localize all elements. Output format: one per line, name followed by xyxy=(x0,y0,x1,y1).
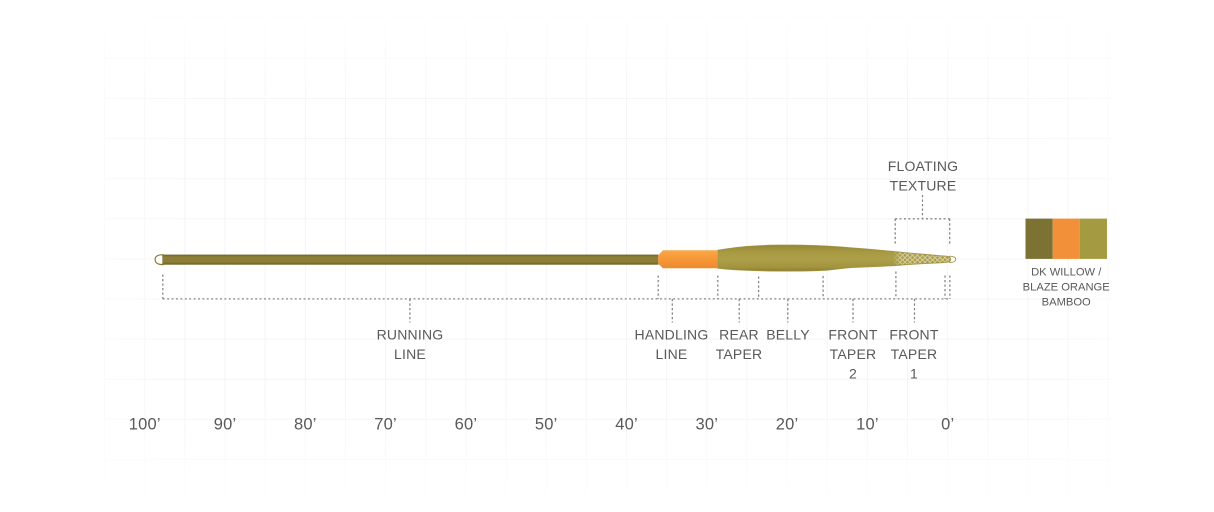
svg-text:30’: 30’ xyxy=(695,416,718,434)
svg-text:DK WILLOW /: DK WILLOW / xyxy=(1031,267,1102,279)
svg-text:RUNNING: RUNNING xyxy=(377,327,444,343)
svg-text:2: 2 xyxy=(849,366,857,382)
svg-text:FRONT: FRONT xyxy=(828,327,877,343)
svg-text:HANDLING: HANDLING xyxy=(635,327,709,343)
svg-text:10’: 10’ xyxy=(856,416,879,434)
svg-text:70’: 70’ xyxy=(374,416,397,434)
svg-text:80’: 80’ xyxy=(294,416,317,434)
svg-text:TAPER: TAPER xyxy=(891,346,938,362)
svg-text:TEXTURE: TEXTURE xyxy=(890,177,957,193)
svg-text:BLAZE ORANGE: BLAZE ORANGE xyxy=(1023,282,1110,294)
svg-text:LINE: LINE xyxy=(394,346,426,362)
svg-text:0’: 0’ xyxy=(941,416,954,434)
svg-text:FLOATING: FLOATING xyxy=(888,158,959,174)
svg-text:50’: 50’ xyxy=(535,416,558,434)
svg-text:1: 1 xyxy=(910,366,918,382)
svg-text:TAPER: TAPER xyxy=(830,346,877,362)
svg-text:40’: 40’ xyxy=(615,416,638,434)
svg-text:90’: 90’ xyxy=(214,416,237,434)
svg-text:TAPER: TAPER xyxy=(716,346,763,362)
svg-text:LINE: LINE xyxy=(656,346,688,362)
svg-text:60’: 60’ xyxy=(455,416,478,434)
svg-text:BAMBOO: BAMBOO xyxy=(1042,297,1091,309)
svg-text:REAR: REAR xyxy=(719,327,759,343)
svg-text:BELLY: BELLY xyxy=(766,327,810,343)
svg-text:20’: 20’ xyxy=(776,416,799,434)
svg-text:FRONT: FRONT xyxy=(889,327,938,343)
svg-text:100’: 100’ xyxy=(129,416,161,434)
